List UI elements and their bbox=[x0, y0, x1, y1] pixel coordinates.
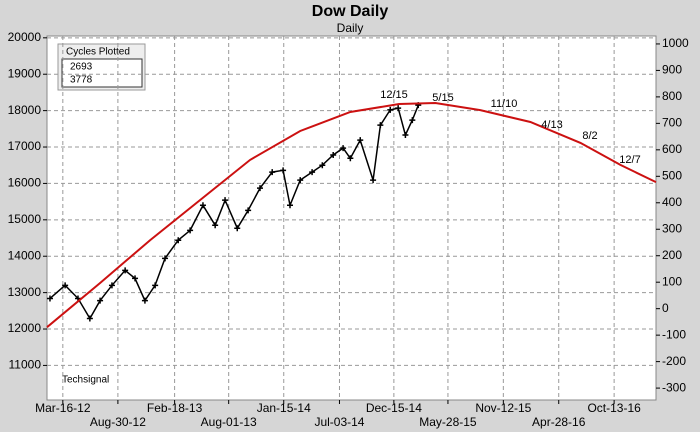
y-tick-label: 19000 bbox=[8, 66, 42, 80]
y2-tick-label: 800 bbox=[662, 89, 682, 103]
price-marker bbox=[377, 122, 384, 129]
price-marker bbox=[122, 267, 129, 274]
price-marker bbox=[347, 155, 354, 162]
y-tick-label: 20000 bbox=[8, 30, 42, 44]
legend-inner bbox=[61, 58, 143, 88]
x-tick-label: Nov-12-15 bbox=[475, 401, 531, 415]
y-tick-label: 13000 bbox=[8, 285, 42, 299]
chart-title: Dow Daily bbox=[312, 3, 389, 20]
y2-tick-label: 200 bbox=[662, 248, 682, 262]
price-marker bbox=[175, 237, 182, 244]
price-marker bbox=[269, 169, 276, 176]
cycle-annotation: 5/15 bbox=[432, 92, 453, 104]
x-tick-label: Feb-18-13 bbox=[147, 401, 203, 415]
y-tick-label: 17000 bbox=[8, 139, 42, 153]
legend-entry: 2693 bbox=[70, 62, 93, 73]
x-tick-label: May-28-15 bbox=[419, 415, 477, 429]
price-marker bbox=[280, 167, 287, 174]
price-marker bbox=[199, 202, 206, 209]
price-marker bbox=[402, 132, 409, 139]
price-marker bbox=[162, 255, 169, 262]
chart-subtitle: Daily bbox=[337, 21, 364, 35]
price-marker bbox=[108, 282, 115, 289]
price-marker bbox=[309, 169, 316, 176]
series-line bbox=[49, 104, 419, 320]
y2-tick-label: 600 bbox=[662, 142, 682, 156]
y2-tick-label: 100 bbox=[662, 274, 682, 288]
price-marker bbox=[46, 295, 53, 302]
price-marker bbox=[257, 185, 264, 192]
price-marker bbox=[234, 225, 241, 232]
price-marker bbox=[370, 177, 377, 184]
series-line bbox=[46, 101, 657, 328]
y2-tick-label: 300 bbox=[662, 221, 682, 235]
price-marker bbox=[222, 197, 229, 204]
y2-tick-label: 0 bbox=[662, 301, 669, 315]
price-marker bbox=[330, 152, 337, 159]
y2-tick-label: 900 bbox=[662, 63, 682, 77]
x-tick-label: Mar-16-12 bbox=[35, 401, 91, 415]
price-marker bbox=[212, 222, 219, 229]
cycle-annotation: 12/15 bbox=[380, 89, 408, 101]
y2-tick-label: 700 bbox=[662, 116, 682, 130]
plot-area bbox=[46, 35, 657, 401]
x-tick-label: Apr-28-16 bbox=[532, 415, 586, 429]
y2-tick-label: -300 bbox=[662, 380, 686, 394]
cycle-annotation: 4/13 bbox=[541, 119, 562, 131]
legend-entry: 3778 bbox=[70, 75, 93, 86]
price-marker bbox=[62, 282, 69, 289]
x-tick-label: Aug-01-13 bbox=[201, 415, 257, 429]
legend-title: Cycles Plotted bbox=[66, 47, 130, 58]
cycle-annotation: 11/10 bbox=[491, 98, 518, 110]
price-marker bbox=[86, 315, 93, 322]
y-tick-label: 12000 bbox=[8, 321, 42, 335]
cycle-annotation: 12/7 bbox=[619, 154, 640, 166]
price-marker bbox=[340, 145, 347, 152]
x-tick-label: Aug-30-12 bbox=[90, 415, 146, 429]
x-tick-label: Dec-15-14 bbox=[366, 401, 422, 415]
y-tick-label: 15000 bbox=[8, 212, 42, 226]
legend: Cycles Plotted bbox=[57, 43, 146, 91]
y-tick-label: 18000 bbox=[8, 103, 42, 117]
price-marker bbox=[395, 105, 402, 112]
watermark: Techsignal bbox=[62, 375, 109, 386]
y2-tick-label: 500 bbox=[662, 168, 682, 182]
y2-tick-label: 1000 bbox=[662, 36, 689, 50]
y2-tick-label: -200 bbox=[662, 354, 686, 368]
price-marker bbox=[297, 177, 304, 184]
price-marker bbox=[245, 207, 252, 214]
price-marker bbox=[152, 282, 159, 289]
price-marker bbox=[132, 275, 139, 282]
y-tick-label: 14000 bbox=[8, 248, 42, 262]
price-marker bbox=[187, 227, 194, 234]
price-marker bbox=[357, 137, 364, 144]
x-tick-label: Jan-15-14 bbox=[257, 401, 311, 415]
price-marker bbox=[387, 106, 394, 113]
price-marker bbox=[287, 202, 294, 209]
price-marker bbox=[409, 117, 416, 124]
price-marker bbox=[97, 297, 104, 304]
y-tick-label: 11000 bbox=[9, 358, 42, 372]
cycle-annotation: 8/2 bbox=[582, 130, 597, 142]
price-marker bbox=[141, 297, 148, 304]
x-tick-label: Oct-13-16 bbox=[587, 401, 641, 415]
y2-tick-label: 400 bbox=[662, 195, 682, 209]
x-tick-label: Jul-03-14 bbox=[314, 415, 364, 429]
y-tick-label: 16000 bbox=[8, 176, 42, 190]
price-marker bbox=[319, 162, 326, 169]
y2-tick-label: -100 bbox=[662, 327, 686, 341]
